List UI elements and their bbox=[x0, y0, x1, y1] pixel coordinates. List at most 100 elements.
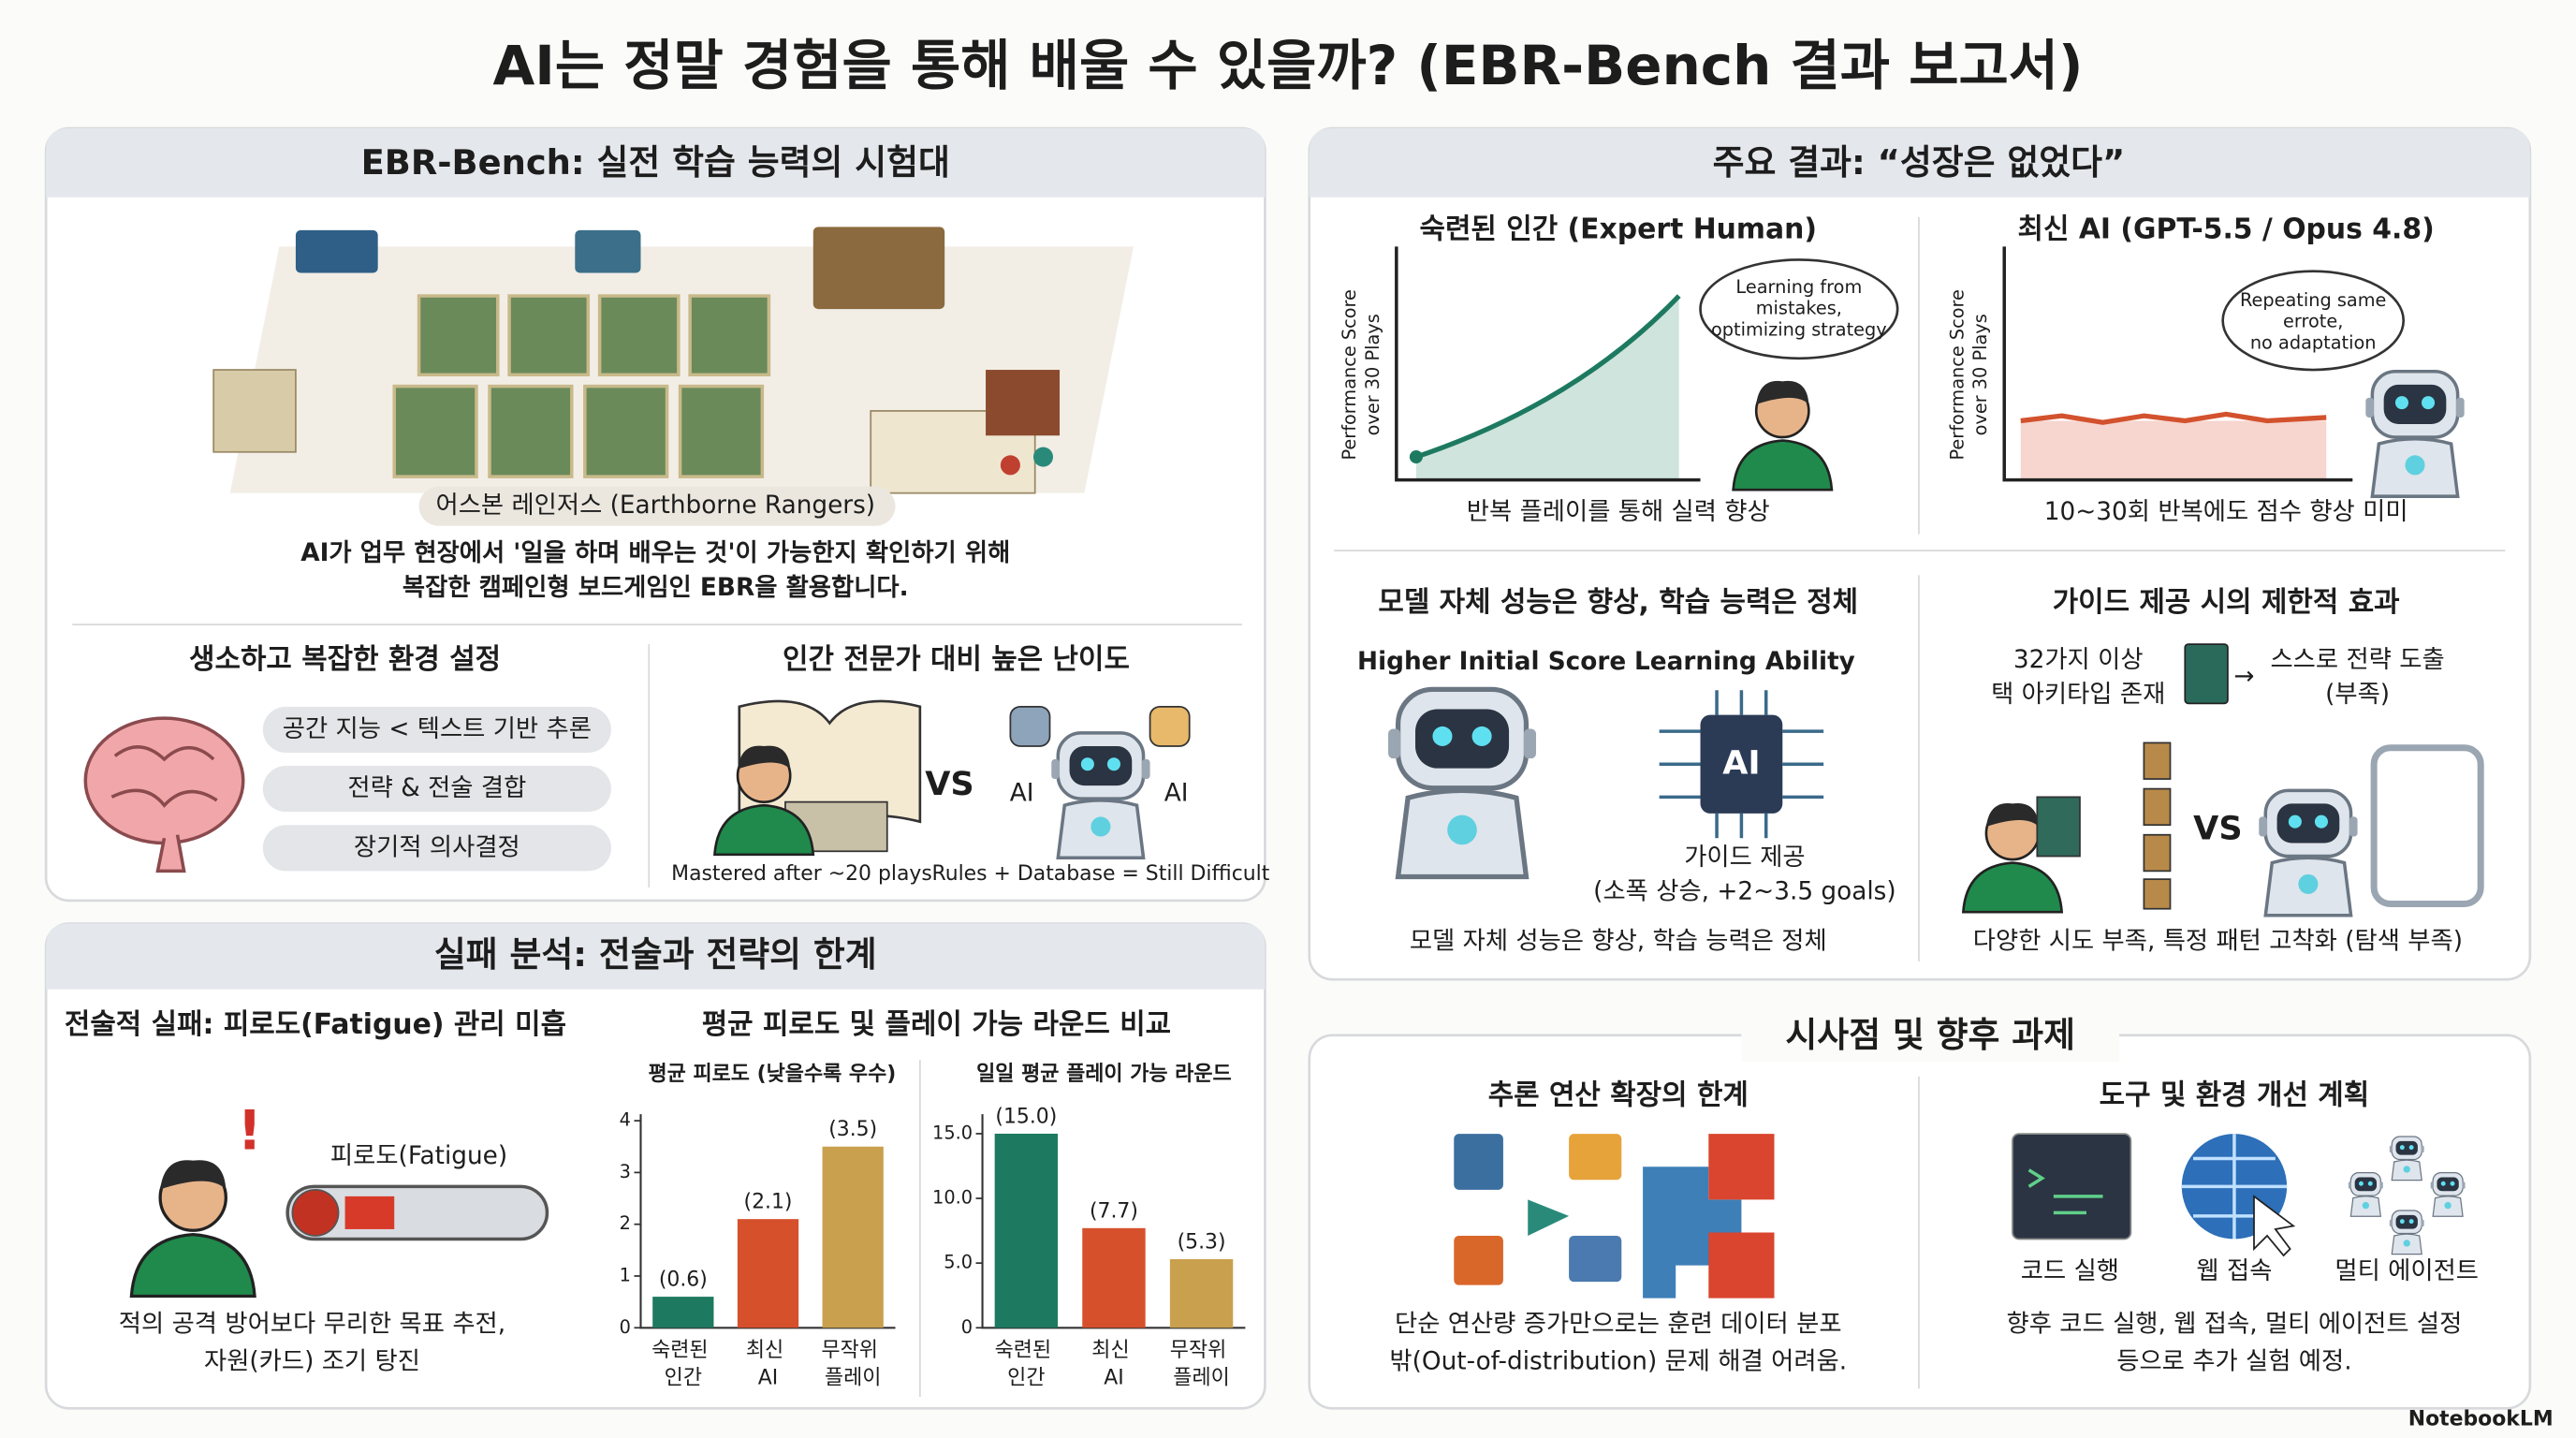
label: 코드 실행 bbox=[2021, 1257, 2119, 1285]
label: 웹 접속 bbox=[2196, 1257, 2272, 1285]
label: Rules + Database = Still Difficult bbox=[931, 862, 1269, 886]
label: NotebookLM bbox=[2408, 1408, 2554, 1431]
label: 시사점 및 향후 과제 bbox=[1785, 1015, 2075, 1055]
ai-chip-icon bbox=[1659, 690, 1824, 839]
label: 피로도(Fatigue) bbox=[330, 1142, 507, 1170]
bar bbox=[1169, 1259, 1234, 1328]
label: 모델 자체 성능은 향상, 학습 능력은 정체 bbox=[1410, 927, 1827, 955]
label: optimizing strategy bbox=[1711, 318, 1887, 340]
label: AI bbox=[1164, 779, 1189, 807]
label: Learning from bbox=[1735, 276, 1862, 298]
card-fan bbox=[2036, 741, 2172, 910]
panel-header bbox=[1309, 128, 2530, 198]
bar bbox=[1082, 1227, 1146, 1328]
label: 등으로 추가 실험 예정. bbox=[2116, 1348, 2351, 1376]
board-game-illustration bbox=[212, 227, 1134, 526]
label: 추론 연산 확장의 한계 bbox=[1488, 1078, 1749, 1111]
human-curve-chart bbox=[1395, 246, 1899, 482]
alert-icon: ! bbox=[238, 1098, 262, 1162]
label: (7.7) bbox=[1090, 1199, 1138, 1223]
robot-icon bbox=[1388, 689, 1536, 876]
book-icon bbox=[2184, 643, 2229, 705]
label: 평균 피로도 및 플레이 가능 라운드 비교 bbox=[702, 1008, 1171, 1041]
label: (0.6) bbox=[659, 1269, 708, 1292]
label: 도구 및 환경 개선 계획 bbox=[2100, 1078, 2370, 1111]
x-tick-label: 무작위 플레이 bbox=[1170, 1339, 1233, 1390]
label: 장기적 의사결정 bbox=[354, 833, 520, 861]
label: 향후 코드 실행, 웹 접속, 멀티 에이전트 설정 bbox=[2007, 1310, 2463, 1338]
label: 밖(Out-of-distribution) 문제 해결 어려움. bbox=[1389, 1348, 1847, 1376]
label: 적의 공격 방어보다 무리한 목표 추전, bbox=[119, 1310, 505, 1338]
label: 32가지 이상 bbox=[2013, 646, 2144, 674]
label: (15.0) bbox=[995, 1105, 1057, 1128]
label: 택 아키타입 존재 bbox=[1991, 681, 2165, 709]
heading-backdrop bbox=[1741, 1012, 2120, 1062]
bar bbox=[994, 1133, 1059, 1328]
label: 주요 결과: “성장은 없었다” bbox=[1713, 142, 2126, 183]
label: VS bbox=[2193, 809, 2242, 847]
label: 평균 피로도 (낮을수록 우수) bbox=[648, 1063, 896, 1086]
label: 단순 연산량 증가만으로는 훈련 데이터 분포 bbox=[1395, 1310, 1842, 1338]
bar bbox=[737, 1219, 799, 1328]
label: 2 bbox=[620, 1212, 631, 1234]
label: 가이드 제공 시의 제한적 효과 bbox=[2053, 586, 2400, 619]
label: 1 bbox=[620, 1264, 631, 1285]
x-tick-label: 숙련된 인간 bbox=[651, 1339, 714, 1390]
label: 3 bbox=[620, 1161, 631, 1182]
label: 반복 플레이를 통해 실력 향상 bbox=[1467, 498, 1770, 526]
label: over 30 Plays bbox=[1969, 314, 1991, 435]
label: errote, bbox=[2283, 311, 2343, 332]
label: 10.0 bbox=[932, 1187, 973, 1209]
bar bbox=[822, 1146, 884, 1328]
label: 생소하고 복잡한 환경 설정 bbox=[189, 643, 501, 676]
label: (부족) bbox=[2325, 681, 2390, 709]
label: 10~30회 반복에도 점수 향상 미미 bbox=[2044, 498, 2408, 526]
label: (2.1) bbox=[744, 1191, 793, 1214]
label: 5.0 bbox=[944, 1252, 973, 1273]
label: Performance Score bbox=[1947, 289, 1969, 460]
label: 인간 전문가 대비 높은 난이도 bbox=[783, 643, 1130, 676]
label: Repeating same bbox=[2240, 289, 2386, 311]
terminal-icon bbox=[2012, 1133, 2132, 1240]
brain-icon bbox=[83, 716, 245, 873]
label: 복잡한 캠페인형 보드게임인 EBR을 활용합니다. bbox=[402, 574, 909, 602]
label: Higher Initial Score bbox=[1357, 648, 1626, 676]
label: mistakes, bbox=[1756, 298, 1842, 319]
label: AI는 정말 경험을 통해 배울 수 있을까? (EBR-Bench 결과 보고… bbox=[492, 34, 2083, 97]
label: (5.3) bbox=[1178, 1230, 1226, 1254]
panel-header bbox=[46, 923, 1266, 990]
label: 15.0 bbox=[932, 1122, 973, 1143]
label: 가이드 제공 bbox=[1684, 844, 1805, 872]
label: over 30 Plays bbox=[1362, 314, 1383, 435]
pill bbox=[262, 706, 611, 872]
label: 모델 자체 성능은 향상, 학습 능력은 정체 bbox=[1378, 586, 1858, 619]
robot-icon bbox=[1049, 731, 1152, 860]
globe-icon bbox=[2181, 1134, 2296, 1257]
label: (3.5) bbox=[828, 1118, 877, 1141]
label: 숙련된 인간 (Expert Human) bbox=[1420, 213, 1817, 245]
label: (소폭 상승, +2~3.5 goals) bbox=[1593, 878, 1895, 906]
panel-header bbox=[46, 128, 1266, 198]
label: 어스본 레인저스 (Earthborne Rangers) bbox=[435, 492, 875, 520]
label: 자원(카드) 조기 탕진 bbox=[204, 1348, 420, 1376]
label: 전략 & 전술 결합 bbox=[347, 774, 526, 802]
database-icon bbox=[1009, 705, 1191, 747]
label: 실패 분석: 전술과 전략의 한계 bbox=[434, 934, 877, 975]
label: no adaptation bbox=[2250, 331, 2377, 353]
robot-icon bbox=[2257, 788, 2360, 917]
label: Mastered after ~20 plays bbox=[671, 862, 932, 886]
label: 멀티 에이전트 bbox=[2334, 1257, 2479, 1285]
x-tick-label: 최신 AI bbox=[746, 1339, 790, 1390]
label: 스스로 전략 도출 bbox=[2270, 646, 2444, 674]
label: 최신 AI (GPT-5.5 / Opus 4.8) bbox=[2018, 213, 2435, 245]
label: 0 bbox=[961, 1316, 973, 1338]
label: 0 bbox=[620, 1316, 631, 1338]
label: Learning Ability bbox=[1634, 648, 1855, 676]
label: 전술적 실패: 피로도(Fatigue) 관리 미흡 bbox=[65, 1008, 566, 1041]
label: VS bbox=[925, 765, 973, 803]
label: 공간 지능 < 텍스트 기반 추론 bbox=[283, 715, 592, 743]
bar bbox=[652, 1297, 714, 1328]
label: 일일 평균 플레이 가능 라운드 bbox=[976, 1063, 1232, 1086]
